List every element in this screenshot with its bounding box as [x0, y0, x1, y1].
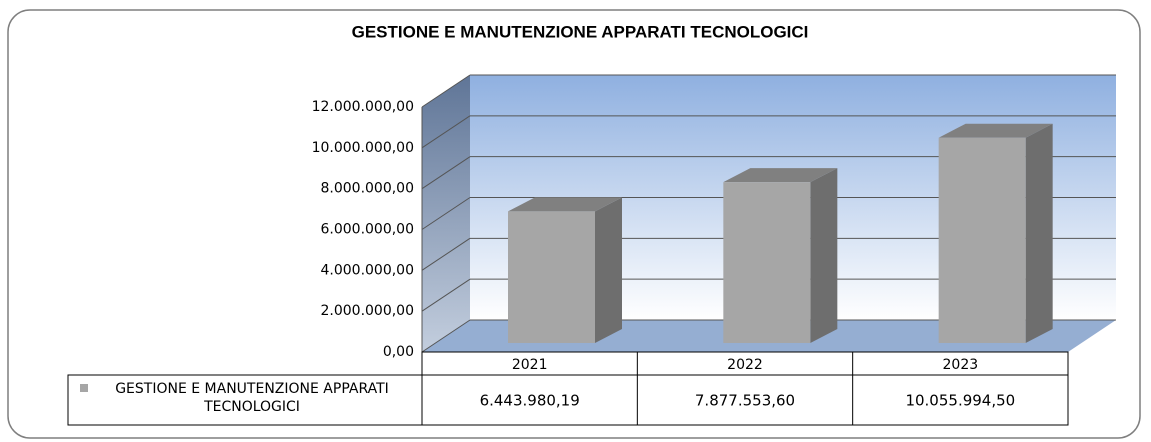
x-tick-label: 2022	[727, 357, 763, 373]
bar	[938, 137, 1026, 343]
chart-title: GESTIONE E MANUTENZIONE APPARATI TECNOLO…	[352, 22, 809, 41]
legend-cell	[67, 374, 423, 426]
y-tick-label: 2.000.000,00	[320, 303, 414, 319]
grid-line	[421, 74, 471, 108]
y-tick-label: 12.000.000,00	[312, 99, 414, 115]
grid-line	[421, 278, 471, 312]
value-label: 7.877.553,60	[695, 392, 795, 410]
y-tick-label: 0,00	[383, 344, 414, 360]
bar-side	[1025, 123, 1053, 343]
legend-swatch	[80, 384, 88, 392]
value-label: 10.055.994,50	[905, 392, 1015, 410]
bar-top	[938, 123, 1053, 138]
bar-top	[508, 197, 622, 212]
grid-line	[421, 156, 471, 190]
y-tick-label: 6.000.000,00	[320, 222, 414, 238]
legend-label: GESTIONE E MANUTENZIONE APPARATI TECNOLO…	[115, 381, 389, 415]
bar-side	[810, 168, 838, 343]
grid-line	[421, 319, 471, 353]
grid-line	[421, 197, 471, 230]
y-tick-label: 4.000.000,00	[320, 262, 414, 278]
value-label: 6.443.980,19	[480, 392, 580, 410]
grid-line	[421, 237, 471, 271]
grid-line	[421, 115, 471, 149]
bar	[508, 211, 595, 343]
y-tick-label: 10.000.000,00	[312, 140, 414, 156]
y-tick-label: 8.000.000,00	[320, 181, 414, 197]
bar-side	[595, 197, 622, 343]
bar-top	[723, 168, 838, 183]
bar	[723, 182, 811, 343]
x-tick-label: 2021	[512, 357, 548, 373]
x-tick-label: 2023	[943, 357, 979, 373]
